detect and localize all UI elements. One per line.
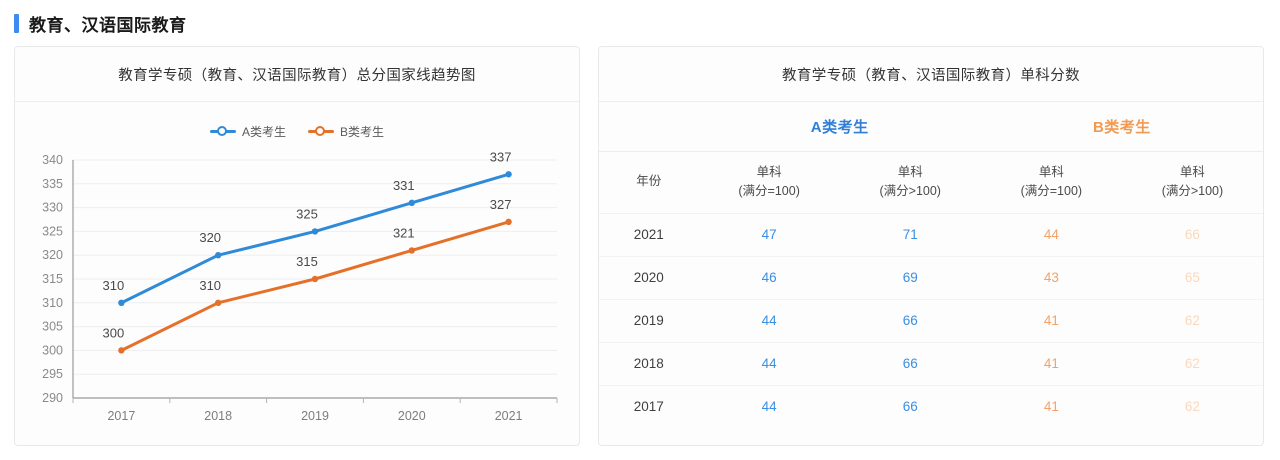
column-header-b-eq100-main: 单科 (1038, 164, 1064, 179)
svg-text:320: 320 (42, 248, 63, 262)
cell-b-eq100: 41 (1043, 399, 1059, 415)
page-header: 教育、汉语国际教育 (0, 0, 1280, 46)
cell-a-gt100: 66 (902, 399, 918, 415)
content-area: 教育学专硕（教育、汉语国际教育）总分国家线趋势图 A类考生 B类考生 (0, 46, 1280, 446)
column-header-year-main: 年份 (636, 174, 662, 189)
svg-text:337: 337 (490, 149, 512, 164)
group-header-a: A类考生 (698, 102, 981, 152)
svg-text:300: 300 (103, 325, 125, 340)
column-header-a-gt100: 单科 (满分>100) (839, 151, 981, 214)
cell-year: 2021 (599, 213, 699, 257)
cell-a-eq100: 46 (698, 256, 840, 300)
svg-text:310: 310 (42, 296, 63, 310)
column-header-b-eq100-sub: (满分=100) (1020, 184, 1083, 198)
column-header-b-gt100-main: 单科 (1179, 164, 1205, 179)
legend-item-b[interactable]: B类考生 (308, 123, 384, 140)
svg-text:310: 310 (103, 278, 125, 293)
cell-b-gt100: 62 (1184, 399, 1200, 415)
cell-b-eq100: 43 (980, 256, 1122, 300)
column-header-b-gt100-sub: (满分>100) (1161, 184, 1224, 198)
cell-a-gt100: 66 (839, 299, 981, 343)
column-header-a-eq100-sub: (满分=100) (738, 184, 800, 198)
group-header-row: A类考生 B类考生 (599, 102, 1263, 152)
chart-legend: A类考生 B类考生 (15, 102, 579, 142)
svg-text:320: 320 (199, 230, 221, 245)
cell-year: 2017 (633, 399, 664, 415)
cell-year: 2019 (599, 299, 699, 343)
cell-b-eq100: 41 (980, 299, 1122, 343)
column-header-a-gt100-main: 单科 (897, 164, 923, 179)
svg-text:321: 321 (393, 225, 415, 240)
legend-label-a: A类考生 (241, 124, 286, 139)
cell-b-gt100: 62 (1121, 342, 1263, 386)
legend-label-b: B类考生 (340, 124, 385, 139)
cell-a-eq100: 44 (698, 299, 840, 343)
column-header-row: 年份 单科 (满分=100) 单科 (满分>100) 单科 (满分=100) (599, 151, 1263, 214)
svg-text:295: 295 (42, 367, 63, 381)
svg-text:325: 325 (42, 224, 63, 238)
table-row: 2017 44 66 41 62 (599, 385, 1263, 428)
cell-b-gt100: 62 (1121, 299, 1263, 343)
chart-card: 教育学专硕（教育、汉语国际教育）总分国家线趋势图 A类考生 B类考生 (14, 46, 580, 446)
svg-text:2020: 2020 (398, 409, 426, 423)
svg-text:315: 315 (42, 272, 63, 286)
legend-marker-a-icon (209, 125, 236, 137)
group-header-spacer (599, 102, 699, 152)
score-table-card: 教育学专硕（教育、汉语国际教育）单科分数 A类考生 B类考生 年份 单科 (598, 46, 1264, 446)
cell-b-eq100: 41 (980, 342, 1122, 386)
svg-text:2021: 2021 (495, 409, 523, 423)
svg-text:340: 340 (42, 153, 63, 167)
cell-year: 2020 (599, 256, 699, 300)
cell-a-eq100: 47 (698, 213, 840, 257)
svg-text:2019: 2019 (301, 409, 329, 423)
svg-text:2017: 2017 (107, 409, 135, 423)
svg-text:300: 300 (42, 343, 63, 357)
title-accent-bar (14, 13, 19, 33)
svg-text:2018: 2018 (204, 409, 232, 423)
column-header-a-gt100-sub: (满分>100) (879, 184, 941, 198)
svg-text:310: 310 (199, 278, 221, 293)
svg-text:290: 290 (42, 391, 63, 405)
table-row: 2019 44 66 41 62 (599, 299, 1263, 343)
column-header-b-eq100: 单科 (满分=100) (980, 151, 1122, 214)
cell-a-eq100: 44 (698, 342, 840, 386)
column-header-a-eq100-main: 单科 (756, 164, 782, 179)
page-title: 教育、汉语国际教育 (29, 15, 187, 35)
chart-body: A类考生 B类考生 290 295 300 305 310 315 320 325 330 335… (15, 102, 579, 447)
table-row: 2021 47 71 44 66 (599, 213, 1263, 257)
svg-text:315: 315 (296, 254, 318, 269)
cell-a-eq100: 44 (761, 399, 777, 415)
column-header-year: 年份 (599, 151, 699, 214)
column-header-b-gt100: 单科 (满分>100) (1121, 151, 1263, 214)
line-chart-svg: 290 295 300 305 310 315 320 325 330 335 340 2017 201… (42, 149, 558, 423)
group-header-b: B类考生 (980, 102, 1263, 152)
svg-text:330: 330 (42, 201, 63, 215)
score-table-title: 教育学专硕（教育、汉语国际教育）单科分数 (599, 47, 1263, 102)
cell-b-gt100: 65 (1121, 256, 1263, 300)
legend-item-a[interactable]: A类考生 (209, 123, 286, 140)
column-header-a-eq100: 单科 (满分=100) (698, 151, 840, 214)
chart-title: 教育学专硕（教育、汉语国际教育）总分国家线趋势图 (15, 47, 579, 102)
svg-text:327: 327 (490, 197, 512, 212)
chart-plot-area: 290 295 300 305 310 315 320 325 330 335 340 2017 201… (15, 142, 579, 442)
cell-year: 2018 (599, 342, 699, 386)
cell-a-gt100: 66 (839, 342, 981, 386)
cell-b-gt100: 66 (1121, 213, 1263, 257)
legend-marker-b-icon (308, 125, 334, 137)
cell-b-eq100: 44 (980, 213, 1122, 257)
svg-text:331: 331 (393, 178, 415, 193)
cell-a-gt100: 69 (839, 256, 981, 300)
cell-a-gt100: 71 (839, 213, 981, 257)
svg-text:305: 305 (42, 320, 63, 334)
score-table: A类考生 B类考生 年份 单科 (满分=100) 单科 (满分>100) (599, 102, 1263, 428)
svg-text:325: 325 (296, 206, 318, 221)
svg-text:335: 335 (42, 177, 63, 191)
table-row: 2018 44 66 41 62 (599, 342, 1263, 386)
table-row: 2020 46 69 43 65 (599, 256, 1263, 300)
